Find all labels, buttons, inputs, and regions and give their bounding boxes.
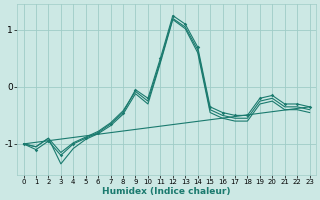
X-axis label: Humidex (Indice chaleur): Humidex (Indice chaleur) xyxy=(102,187,231,196)
